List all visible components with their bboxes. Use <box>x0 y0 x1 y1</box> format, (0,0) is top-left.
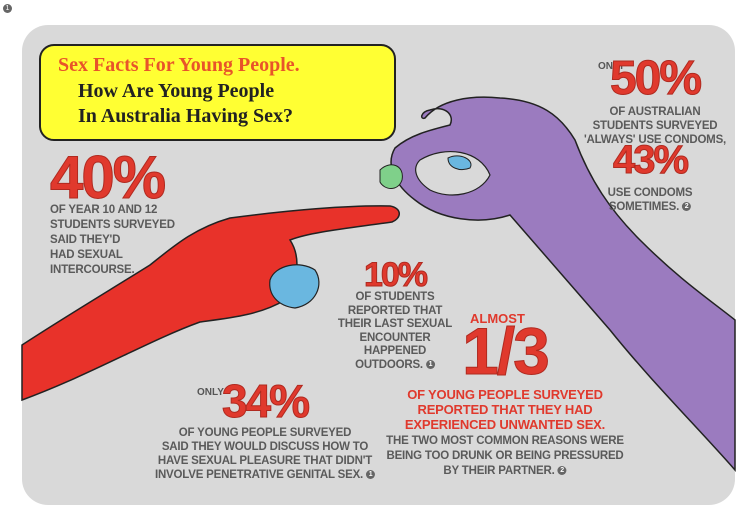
detail-text: BEING TOO DRUNK OR BEING PRESSURED <box>386 450 624 462</box>
stat-text: ENCOUNTER <box>359 331 431 344</box>
footnote: 2 <box>557 466 567 476</box>
footnote: 1 <box>425 359 435 369</box>
stat-text: THEIR LAST SEXUAL <box>337 318 453 330</box>
stat-prefix: ONLY <box>598 61 625 72</box>
subtitle: How Are Young People <box>78 80 275 102</box>
stat-text: OF STUDENTS <box>355 291 435 303</box>
stat-text: HAPPENED <box>363 345 427 357</box>
subtitle: In Australia Having Sex? <box>78 105 294 127</box>
stat: 40% <box>49 144 166 211</box>
title: Sex Facts For Young People. <box>58 54 300 76</box>
footnote: 1 <box>3 4 12 14</box>
hand-gap <box>415 151 491 196</box>
stat: 34% <box>221 375 310 427</box>
stat-text: INTERCOURSE. <box>50 264 135 276</box>
stat-text: REPORTED THAT THEY HAD <box>417 402 593 417</box>
stat-text: REPORTED THAT <box>347 304 443 317</box>
stat-text: USE CONDOMS <box>607 187 693 199</box>
purple-nail <box>379 164 403 189</box>
stat-text: 'ALWAYS' USE CONDOMS, <box>583 134 727 146</box>
stat: 43% <box>612 138 689 182</box>
stat-text: STUDENTS SURVEYED <box>50 219 175 231</box>
footnote: 1 <box>366 470 376 480</box>
stat-prefix: ONLY <box>197 387 224 398</box>
stat-text: SAID THEY'D <box>50 234 121 246</box>
stat: 10% <box>363 256 428 294</box>
stat-text: HAD SEXUAL <box>50 249 123 261</box>
title-box <box>39 44 396 141</box>
detail-text: BY THEIR PARTNER. 2 <box>443 465 567 478</box>
stat-text: INVOLVE PENETRATIVE GENITAL SEX. 1 <box>155 469 376 482</box>
stat-text: OUTDOORS. 1 <box>355 359 435 372</box>
red-hand <box>21 205 400 402</box>
detail-text: THE TWO MOST COMMON REASONS WERE <box>386 435 624 447</box>
footnote: 2 <box>682 202 692 212</box>
stat-text: OF YEAR 10 AND 12 <box>50 204 158 216</box>
stat-text: STUDENTS SURVEYED <box>592 120 718 132</box>
stat-text: OF YOUNG PEOPLE SURVEYED <box>407 387 603 402</box>
red-nail <box>269 264 320 309</box>
stat-text: SOMETIMES. 2 <box>609 201 692 214</box>
stat-text: SAID THEY WOULD DISCUSS HOW TO <box>161 441 369 453</box>
stat-text: EXPERIENCED UNWANTED SEX. <box>404 417 606 432</box>
stat: 50% <box>609 52 702 105</box>
stat-text: OF AUSTRALIAN <box>609 106 701 118</box>
stat: 1/3 <box>462 314 551 388</box>
stat-text: HAVE SEXUAL PLEASURE THAT DIDN'T <box>157 455 373 467</box>
purple-hand <box>390 96 736 472</box>
stat-text: OF YOUNG PEOPLE SURVEYED <box>178 427 352 439</box>
stat-prefix: ALMOST <box>470 311 525 326</box>
purple-nail <box>447 155 472 171</box>
